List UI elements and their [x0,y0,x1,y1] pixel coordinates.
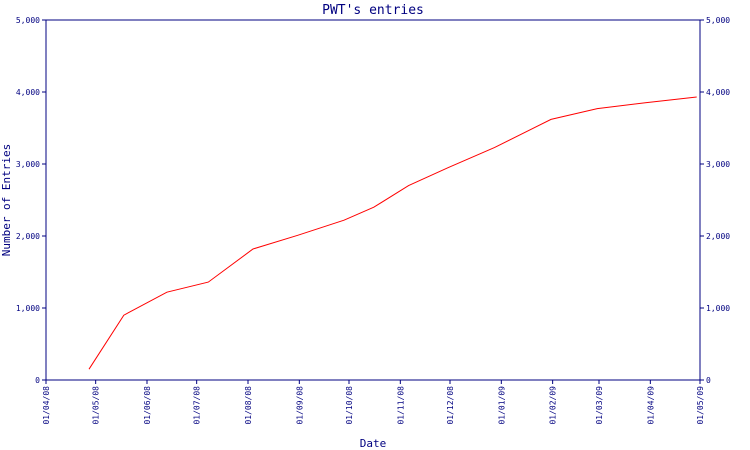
x-tick-label: 01/08/08 [244,386,253,425]
y-tick-label-left: 4,000 [16,88,40,97]
y-tick-label-left: 2,000 [16,232,40,241]
y-axis-right: 0 1,000 2,000 3,000 4,000 5,000 [700,16,730,385]
x-tick-label: 01/05/08 [92,386,101,425]
x-tick-label: 01/04/08 [42,386,51,425]
x-tick-label: 01/09/08 [295,386,304,425]
y-axis-left: 0 1,000 2,000 3,000 4,000 5,000 [16,16,46,385]
x-tick-label: 01/03/09 [595,386,604,425]
series-layer [88,96,697,370]
x-axis: 01/04/08 01/05/08 01/06/08 01/07/08 01/08/08… [42,380,705,425]
x-tick-label: 01/04/09 [646,386,655,425]
y-axis-label: Number of Entries [0,144,13,257]
x-tick-label: 01/02/09 [549,386,558,425]
y-tick-label-left: 1,000 [16,304,40,313]
plot-frame [45,19,701,381]
x-tick-label: 01/06/08 [143,386,152,425]
series-line [88,96,697,370]
y-tick-label-right: 0 [706,376,711,385]
y-tick-label-right: 2,000 [706,232,730,241]
x-tick-label: 01/07/08 [193,386,202,425]
y-tick-label-left: 0 [35,376,40,385]
y-tick-label-left: 5,000 [16,16,40,25]
y-tick-label-right: 5,000 [706,16,730,25]
y-tick-label-right: 4,000 [706,88,730,97]
y-tick-label-right: 1,000 [706,304,730,313]
y-tick-label-left: 3,000 [16,160,40,169]
x-tick-label: 01/11/08 [396,386,405,425]
x-tick-label: 01/05/09 [696,386,705,425]
x-tick-label: 01/12/08 [446,386,455,425]
x-tick-label: 01/10/08 [345,386,354,425]
x-axis-label: Date [360,437,387,450]
x-tick-label: 01/01/09 [497,386,506,425]
y-tick-label-right: 3,000 [706,160,730,169]
chart-title: PWT's entries [322,3,424,18]
